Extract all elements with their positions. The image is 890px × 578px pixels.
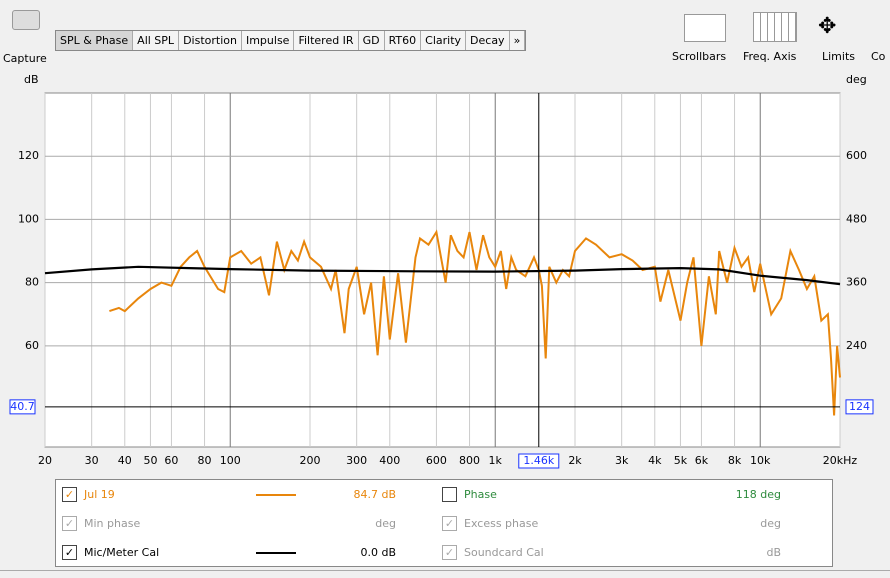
y-tick-label: 120 [18,149,39,162]
legend-row: ✓ Jul 19 84.7 dB [56,484,446,506]
scrollbars-icon[interactable] [684,14,726,42]
legend-swatch [256,552,296,554]
capture-label[interactable]: Capture [3,52,47,65]
tab[interactable]: All SPL [133,31,180,50]
legend-row: ✓ Mic/Meter Cal 0.0 dB [56,542,446,564]
tab[interactable]: GD [359,31,385,50]
x-tick-label: 600 [426,454,447,467]
legend-label: Excess phase [464,517,539,530]
legend-value: 0.0 dB [360,546,396,559]
y2-tick-label: 600 [846,149,867,162]
x-tick-label: 3k [615,454,629,467]
x-tick-label: 5k [674,454,688,467]
capture-icon[interactable] [12,10,40,30]
tab[interactable]: Impulse [242,31,295,50]
x-tick-label: 200 [300,454,321,467]
cursor-x-label-box [518,453,560,469]
x-tick-label: 60 [164,454,178,467]
x-tick-label: 300 [346,454,367,467]
checkbox[interactable]: ✓ [62,545,77,560]
legend-row: ✓ Min phase deg [56,513,446,535]
legend-value: deg [760,517,781,530]
x-tick-label: 20 [38,454,52,467]
x-tick-label: 20kHz [823,454,858,467]
y-tick-label: 100 [18,212,39,225]
series-line [109,229,841,416]
cursor-y-label-box [9,399,36,415]
legend-value: deg [375,517,396,530]
y-axis-label: dB [24,73,39,86]
x-tick-label: 4k [648,454,662,467]
legend-swatch [256,494,296,496]
legend-value: 84.7 dB [353,488,396,501]
checkbox[interactable] [442,487,457,502]
freq-axis-icon[interactable] [753,12,797,42]
tab-bar: SPL & Phase All SPL Distortion Impulse Filte… [55,30,527,51]
scrollbars-label[interactable]: Scrollbars [672,50,727,63]
x-tick-label: 30 [85,454,99,467]
checkbox[interactable]: ✓ [442,516,457,531]
x-tick-label: 8k [728,454,742,467]
x-tick-label: 6k [695,454,709,467]
tab[interactable]: Distortion [179,31,242,50]
cursor-y2-label-box [845,399,874,415]
legend-label: Mic/Meter Cal [84,546,160,559]
y2-tick-label: 240 [846,339,867,352]
x-tick-label: 1k [489,454,503,467]
tab[interactable]: Decay [466,31,510,50]
x-tick-label: 400 [379,454,400,467]
legend-row: ✓ Excess phase deg [436,513,826,535]
legend-row: ✓ Soundcard Cal dB [436,542,826,564]
legend-label: Jul 19 [84,488,115,501]
x-tick-label: 50 [143,454,157,467]
cursor-y2-label: 124 [849,400,870,413]
status-bar [0,570,890,578]
series-line [44,265,841,286]
tab[interactable]: SPL & Phase [56,31,134,50]
tab[interactable]: » [510,31,526,50]
legend-label: Min phase [84,517,141,530]
y2-tick-label: 480 [846,212,867,225]
y-tick-label: 80 [25,276,39,289]
x-tick-label: 100 [220,454,241,467]
legend-value: dB [766,546,781,559]
tab[interactable]: Clarity [421,31,467,50]
freq-axis-label[interactable]: Freq. Axis [743,50,797,63]
limits-label[interactable]: Limits [822,50,855,63]
legend-label: Phase [464,488,497,501]
tab[interactable]: RT60 [385,31,422,50]
legend-row: Phase 118 deg [436,484,826,506]
x-tick-label: 800 [459,454,480,467]
checkbox[interactable]: ✓ [62,516,77,531]
x-tick-label: 2k [568,454,582,467]
more-label[interactable]: Co [871,50,886,63]
legend: ✓ Jul 19 84.7 dB Phase 118 deg ✓ Min phase deg ✓… [55,479,833,567]
x-tick-label: 80 [198,454,212,467]
y2-axis-label: deg [846,73,867,86]
legend-value: 118 deg [735,488,781,501]
cursor-y-label: 40.7 [10,400,35,413]
x-tick-label: 10k [750,454,771,467]
y2-tick-label: 360 [846,276,867,289]
chart: dB deg 20 30 40 50 60 80 100 200 300 400 600 800 1k 2… [9,73,874,469]
legend-label: Soundcard Cal [464,546,544,559]
y-tick-label: 60 [25,339,39,352]
limits-icon[interactable]: ✥ [818,14,837,39]
checkbox[interactable]: ✓ [442,545,457,560]
cursor-x-label: 1.46k [523,454,554,467]
tab[interactable]: Filtered IR [294,31,359,50]
checkbox[interactable]: ✓ [62,487,77,502]
x-tick-label: 40 [118,454,132,467]
